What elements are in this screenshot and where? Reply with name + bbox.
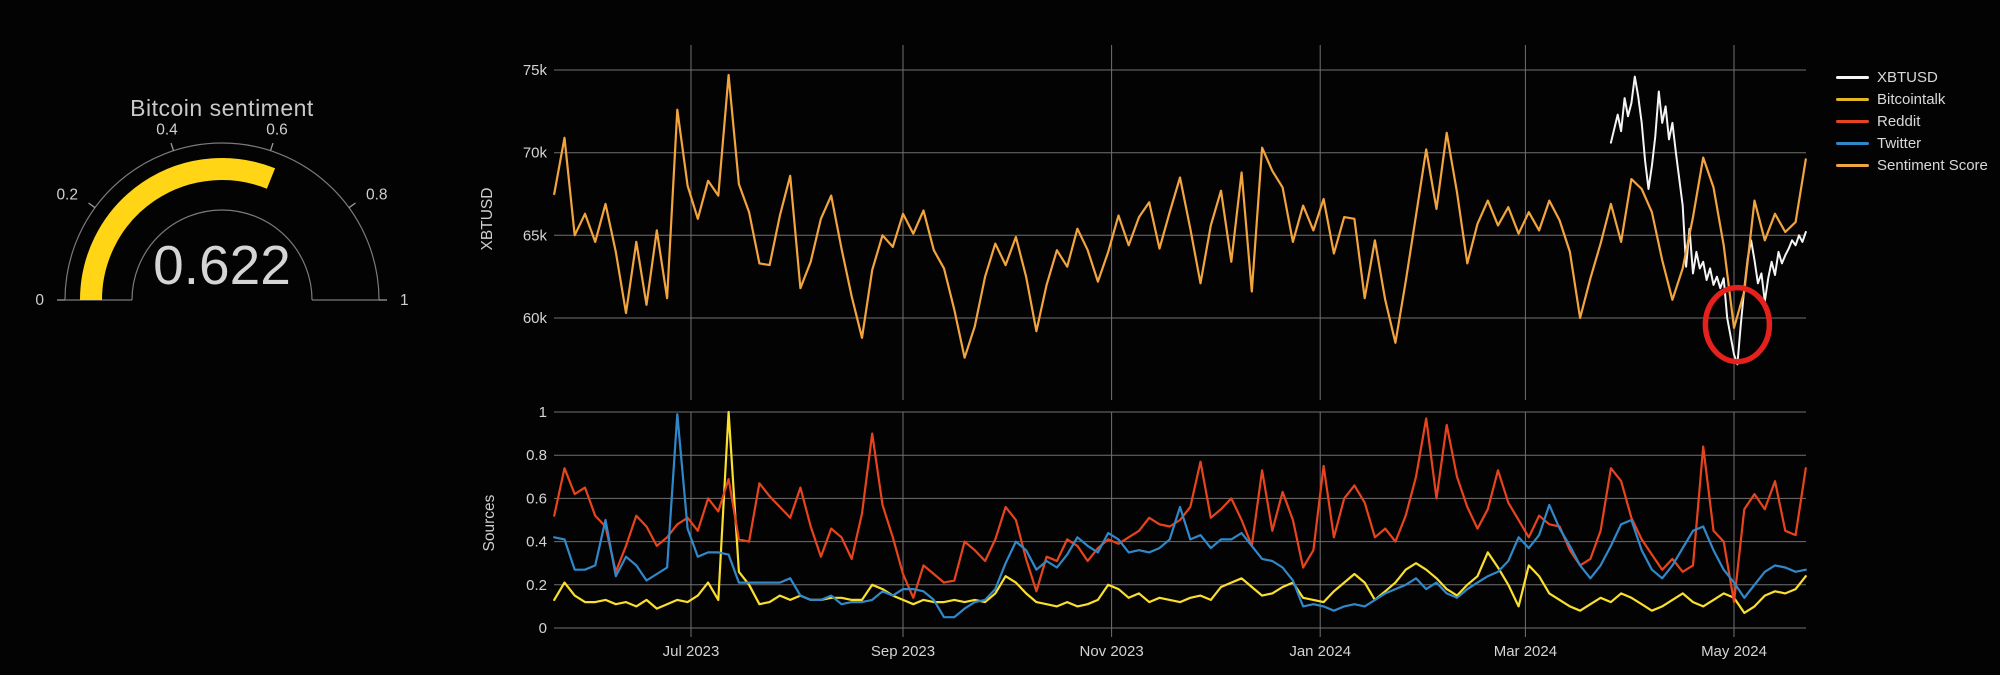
series-bitcointalk[interactable] [553,410,1807,615]
series-xbtusd[interactable] [1609,75,1807,366]
legend-item-reddit[interactable]: Reddit [1836,110,1988,132]
xtick-label: Nov 2023 [1079,643,1143,660]
legend-swatch [1836,141,1869,145]
legend-label: XBTUSD [1877,68,1938,86]
series-sentiment-score[interactable] [553,73,1807,359]
legend-label: Twitter [1877,134,1922,152]
gauge-tick-label: 0.4 [156,122,178,139]
legend-item-xbtusd[interactable]: XBTUSD [1836,66,1988,88]
xtick-label: Jul 2023 [663,643,720,660]
legend-item-sentiment-score[interactable]: Sentiment Score [1836,154,1988,176]
gauge-tick [269,142,274,151]
sentiment-gauge: 0 0.2 0.4 0.6 0.8 1 [35,122,409,309]
price-ytick-label: 65k [523,227,548,244]
xtick-label: Jan 2024 [1289,643,1351,660]
sources-ytick-label: 0 [539,620,547,637]
legend-swatch [1836,119,1869,123]
price-drop-circle-annotation [1702,284,1773,365]
series-twitter[interactable] [553,413,1807,619]
gauge-tick [348,202,356,209]
xtick-label: Mar 2024 [1494,643,1557,660]
price-ytick-label: 60k [523,310,548,327]
chart-legend: XBTUSD Bitcointalk Reddit Twitter Sentiment … [1836,66,1988,176]
legend-item-bitcointalk[interactable]: Bitcointalk [1836,88,1988,110]
xtick-label: Sep 2023 [871,643,935,660]
gauge-value-bar [80,158,276,301]
sources-axis-title: Sources [481,494,498,552]
legend-item-twitter[interactable]: Twitter [1836,132,1988,154]
gauge-tick-label: 1 [400,292,409,309]
sources-ytick-label: 0.4 [526,534,547,551]
gauge-tick [88,202,96,209]
gauge-tick-label: 0.6 [266,122,288,139]
gauge-outer-arc [64,142,380,301]
axis-tick-labels: 60k 65k 70k 75k 0 0.2 0.4 0.6 0.8 1 Jul 2023 Sep 20… [523,62,1767,660]
sources-ytick-label: 0.8 [526,447,547,464]
legend-swatch [1836,163,1869,167]
price-ytick-label: 70k [523,145,548,162]
xtick-label: May 2024 [1701,643,1767,660]
gauge-tick-label: 0.8 [366,186,388,203]
gauge-tick-label: 0.2 [56,186,78,203]
gauge-title: Bitcoin sentiment [130,95,314,121]
sources-ytick-label: 0.6 [526,490,547,507]
gauge-tick [170,142,175,151]
gauge-value: 0.622 [153,234,291,296]
price-ytick-label: 75k [523,62,548,79]
gauge-tick-label: 0 [35,292,44,309]
legend-swatch [1836,75,1869,79]
xbtusd-axis-title: XBTUSD [479,187,496,251]
gauge-inner-arc [131,209,313,301]
legend-swatch [1836,97,1869,101]
sources-ytick-label: 0.2 [526,577,547,594]
legend-label: Bitcointalk [1877,90,1946,108]
gridlines [554,45,1806,637]
legend-label: Sentiment Score [1877,156,1988,174]
sources-ytick-label: 1 [539,404,547,421]
series-reddit[interactable] [553,417,1807,604]
legend-label: Reddit [1877,112,1921,130]
